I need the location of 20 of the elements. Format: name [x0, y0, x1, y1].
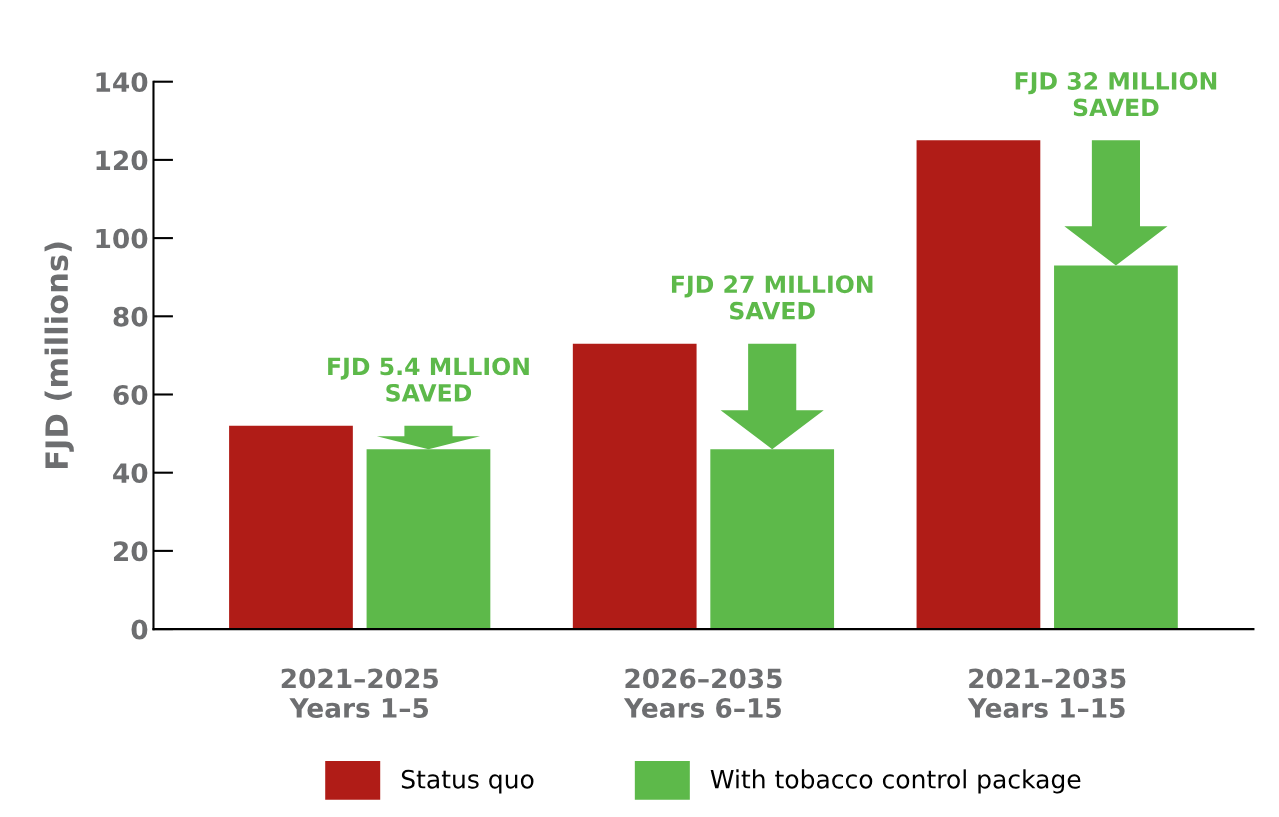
y-tick-label: 100	[96, 228, 148, 249]
x-tick-label: 2021–2025 Years 1–5	[281, 668, 438, 718]
bar	[572, 343, 697, 630]
x-tick-label: 2026–2035 Years 6–15	[623, 668, 782, 718]
legend-label: With tobacco control package	[710, 769, 1081, 794]
y-tick-label: 40	[113, 463, 148, 484]
legend-label: Status quo	[401, 769, 534, 794]
y-tick-label: 20	[113, 541, 148, 562]
y-tick-label: 120	[96, 150, 148, 171]
bar	[916, 140, 1041, 630]
y-tick-label: 80	[113, 306, 148, 327]
y-axis-title: FJD (millions)	[44, 242, 74, 469]
y-tick-label: 0	[131, 619, 148, 640]
bar	[229, 425, 353, 630]
x-tick-label: 2021–2035 Years 1–15	[967, 668, 1126, 718]
y-tick-label: 60	[113, 384, 148, 405]
annotation: FJD 32 MILLION SAVED	[1015, 72, 1217, 117]
annotation: FJD 27 MILLION SAVED	[671, 275, 873, 320]
annotation: FJD 5.4 MLLION SAVED	[328, 357, 529, 402]
y-tick-label: 140	[96, 72, 148, 93]
